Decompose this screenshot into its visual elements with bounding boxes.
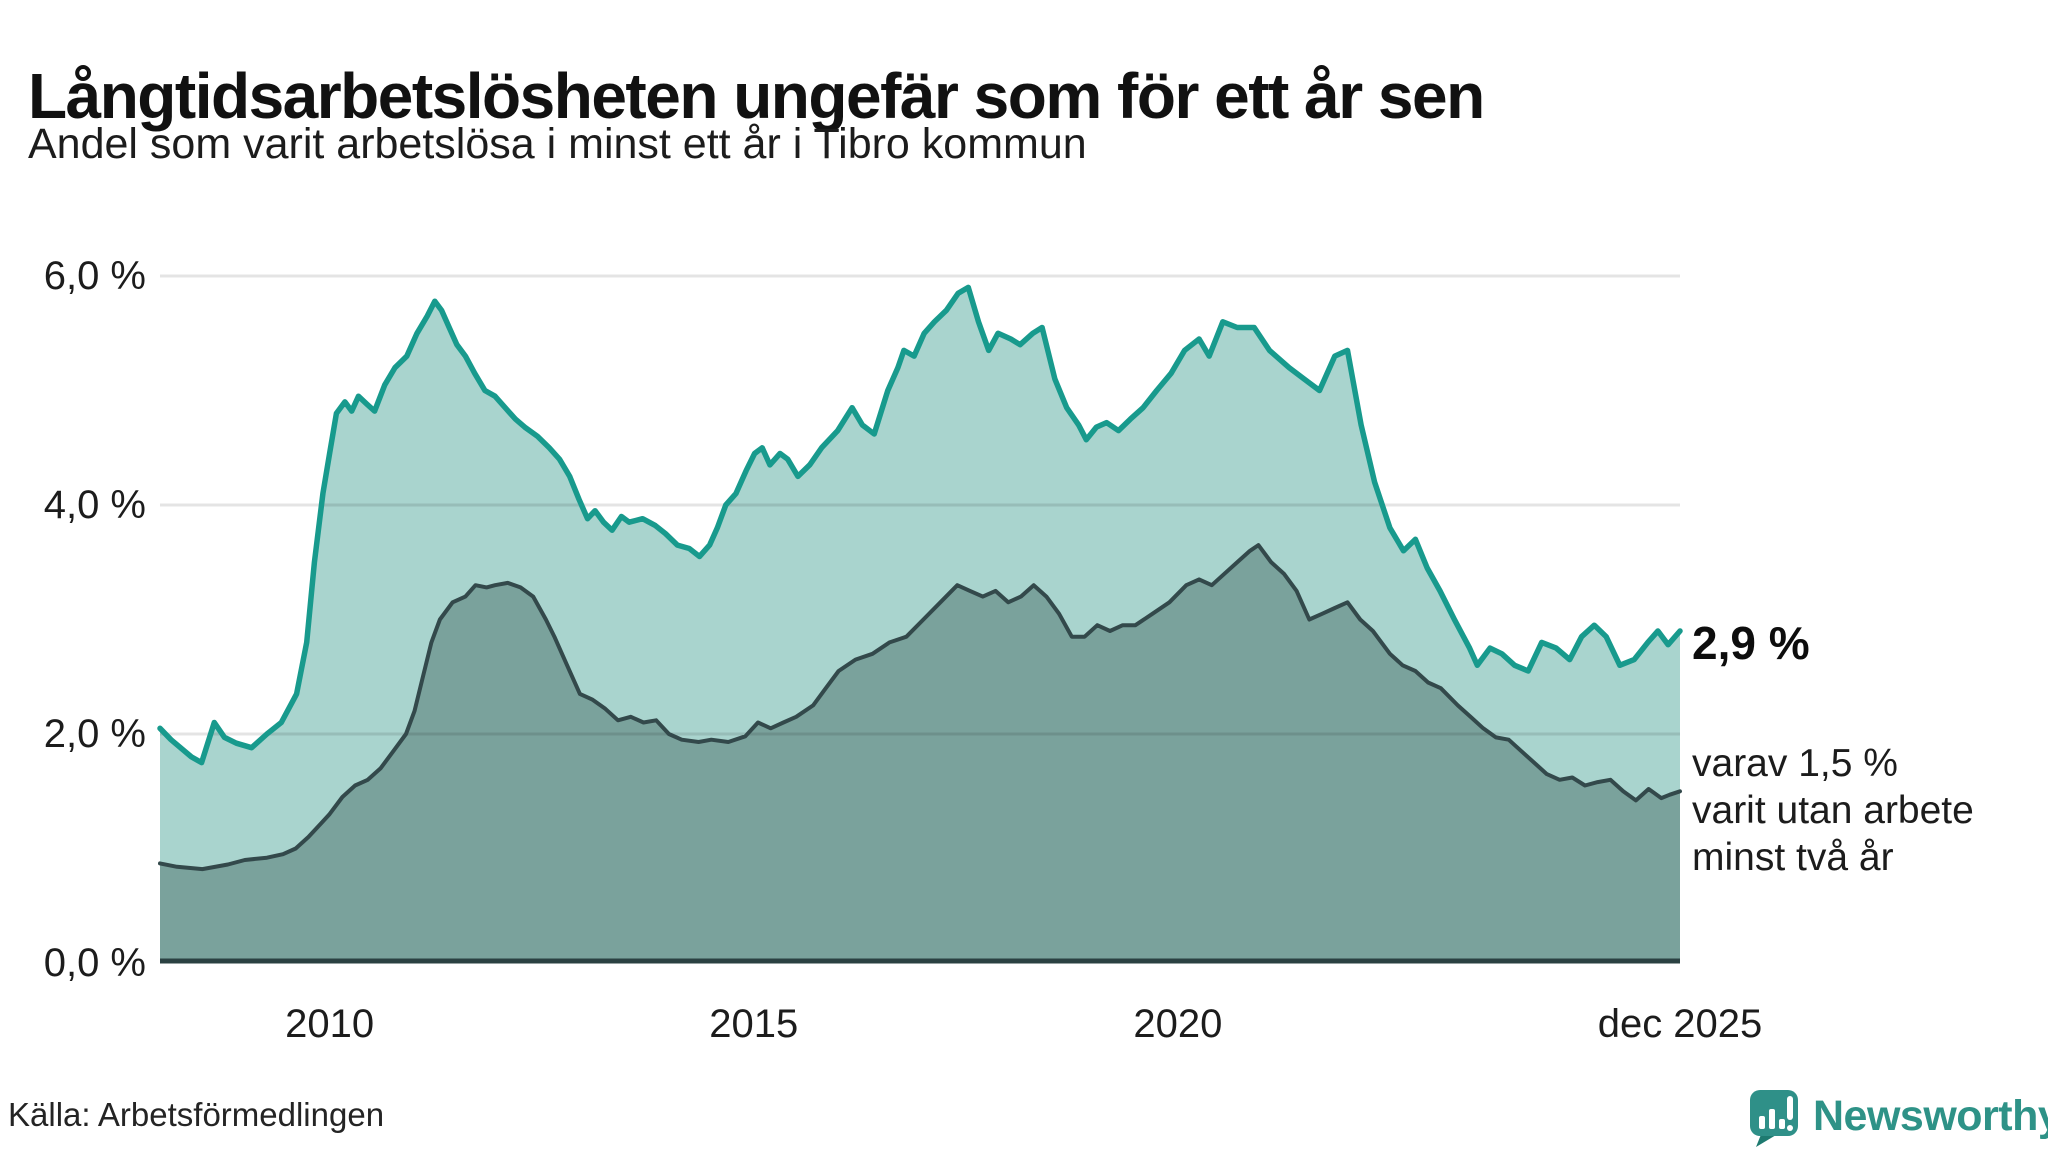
end-value-label: 2,9 %: [1692, 617, 1810, 669]
line-two-year: [158, 543, 1682, 872]
x-tick-label: dec 2025: [1597, 1002, 1763, 1046]
line-one-year: [157, 284, 1683, 766]
y-tick-label: 4,0 %: [43, 483, 146, 527]
area-fill-two-year: [160, 545, 1680, 961]
source-credit: Källa: Arbetsförmedlingen: [8, 1096, 385, 1133]
end-sub-line: varav 1,5 %: [1692, 742, 1898, 785]
y-tick-label: 6,0 %: [43, 254, 146, 298]
x-tick-label: 2020: [1133, 1002, 1223, 1046]
y-tick-label: 2,0 %: [43, 712, 146, 756]
x-tick-label: 2015: [709, 1002, 799, 1046]
x-tick-label: 2010: [285, 1002, 375, 1046]
newsworthy-wordmark: Newsworthy: [1813, 1091, 2048, 1140]
newsworthy-bubble-chart-icon: [1750, 1090, 1798, 1147]
chart-subtitle: Andel som varit arbetslösa i minst ett å…: [28, 120, 1087, 168]
end-sub-line: varit utan arbete: [1692, 789, 1974, 832]
end-sub-line: minst två år: [1692, 836, 1894, 879]
newsworthy-logo: Newsworthy: [1748, 1084, 2048, 1148]
y-tick-label: 0,0 %: [43, 941, 146, 985]
gridlines: [160, 274, 1680, 736]
page-title: Långtidsarbetslösheten ungefär som för e…: [28, 59, 1485, 132]
end-sub-annotation: varav 1,5 % varit utan arbete minst två år: [1692, 740, 1974, 881]
